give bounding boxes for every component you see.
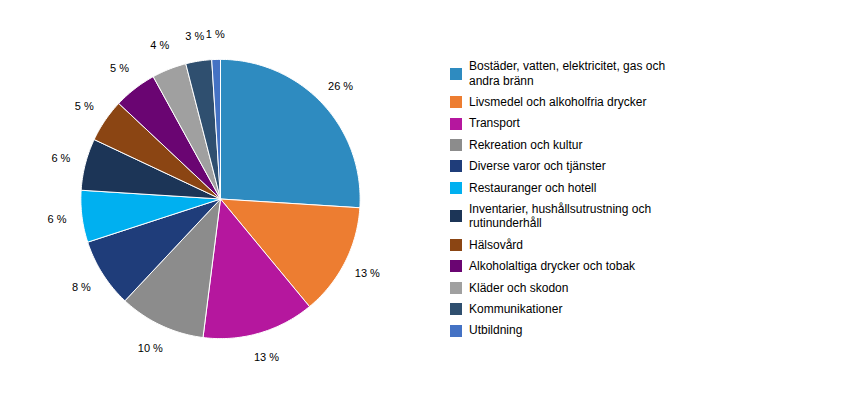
svg-text:5 %: 5 % <box>75 100 94 112</box>
html-text:Kläder och skodon: Kläder och skodon <box>469 280 569 295</box>
svg-text:6 %: 6 % <box>51 152 70 164</box>
svg-text:3 %: 3 % <box>185 30 204 42</box>
svg-text:4 %: 4 % <box>150 39 169 51</box>
svg-text:5 %: 5 % <box>110 62 129 74</box>
html-text:Restauranger och hotell: Restauranger och hotell <box>469 180 597 195</box>
html-text:Utbildning: Utbildning <box>469 323 523 338</box>
html-text:Kommunikationer: Kommunikationer <box>469 302 563 316</box>
svg-text:1 %: 1 % <box>206 28 225 40</box>
html-text:Transport: Transport <box>469 116 520 131</box>
html-text:Hälsovård: Hälsovård <box>469 237 523 252</box>
html-text:Inventarier, hushållsutrustnin: Inventarier, hushållsutrustning och ruti… <box>469 202 652 231</box>
html-text:Livsmedel och alkoholfria dryc: Livsmedel och alkoholfria drycker <box>469 95 647 109</box>
svg-text:6 %: 6 % <box>48 213 67 225</box>
html-text:Bostäder, vatten, elektricitet: Bostäder, vatten, elektricitet, gas och … <box>469 59 666 88</box>
svg-text:13 %: 13 % <box>355 267 380 279</box>
svg-text:13 %: 13 % <box>254 351 279 363</box>
html-text:Diverse varor och tjänster: Diverse varor och tjänster <box>469 159 606 174</box>
html-text:Rekreation och kultur: Rekreation och kultur <box>469 137 583 152</box>
svg-text:10 %: 10 % <box>138 342 163 354</box>
html-text:Alkoholaltiga drycker och toba: Alkoholaltiga drycker och tobak <box>469 259 636 274</box>
svg-text:26 %: 26 % <box>328 80 353 92</box>
svg-text:8 %: 8 % <box>72 281 91 293</box>
